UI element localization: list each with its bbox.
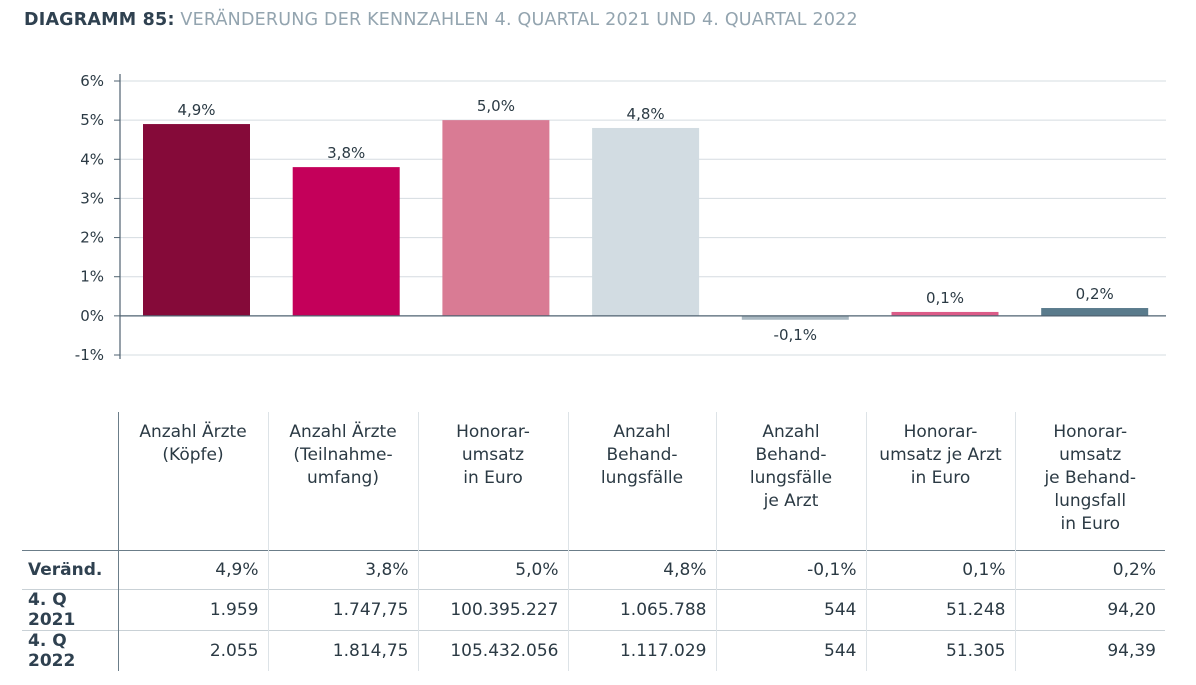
chart-title: DIAGRAMM 85: VERÄNDERUNG DER KENNZAHLEN … <box>24 10 858 30</box>
diagram-label: DIAGRAMM 85: <box>24 10 175 30</box>
column-header: Anzahl Ärzte (Teilnahme-umfang) <box>267 412 418 550</box>
column-header-line: in Euro <box>463 468 523 488</box>
y-tick-label: 2% <box>80 229 104 247</box>
table-corner-cell <box>22 412 118 550</box>
table-cell: 105.432.056 <box>417 629 568 671</box>
bar <box>1041 308 1149 316</box>
column-header: Honorar-umsatz in Euro <box>417 412 568 550</box>
column-header-line: Honorar- <box>1053 422 1128 442</box>
column-header-line: lungsfälle <box>600 468 684 488</box>
row-label: Veränd. <box>22 549 118 589</box>
y-tick-label: 5% <box>80 111 104 129</box>
column-header-line: je Behand- <box>1044 468 1137 488</box>
table-header-row: Anzahl Ärzte (Köpfe) Anzahl Ärzte (Teilnahm… <box>22 412 1165 550</box>
column-header-line: Anzahl <box>762 422 820 442</box>
table-cell: 0,1% <box>865 549 1015 589</box>
table-cell: 100.395.227 <box>417 588 568 630</box>
table-cell: 94,39 <box>1014 629 1165 671</box>
column-header-line: (Teilnahme- <box>293 445 393 465</box>
table-cell: 3,8% <box>267 549 418 589</box>
bar-value-label: 5,0% <box>477 97 515 115</box>
table-cell: 1.814,75 <box>267 629 418 671</box>
table-cell: 51.248 <box>865 588 1015 630</box>
row-label: 4. Q 2022 <box>22 629 118 671</box>
table-cell: 94,20 <box>1014 588 1165 630</box>
column-header: Anzahl Ärzte (Köpfe) <box>117 412 268 550</box>
column-header-line: lungsfälle <box>749 468 833 488</box>
y-tick-label: 3% <box>80 189 104 207</box>
bar-value-label: 4,8% <box>627 105 665 123</box>
y-tick-label: 0% <box>80 307 104 325</box>
column-header: Anzahl Behand-lungsfälle je Arzt <box>715 412 866 550</box>
table-cell: 544 <box>715 588 866 630</box>
bar-value-label: 3,8% <box>327 144 365 162</box>
y-tick-label: 4% <box>80 150 104 168</box>
column-header-line: Anzahl Ärzte <box>139 422 247 442</box>
bar <box>442 120 550 316</box>
table-cell: 0,2% <box>1014 549 1165 589</box>
table-row: 4. Q 2021 1.959 1.747,75 100.395.227 1.065.7… <box>22 588 1165 630</box>
column-header-line: Anzahl Ärzte <box>289 422 397 442</box>
bar <box>292 167 400 316</box>
table-cell: 5,0% <box>417 549 568 589</box>
table-row: Veränd. 4,9% 3,8% 5,0% 4,8% -0,1% 0,1% 0,2% <box>22 549 1165 589</box>
column-header-line: umfang) <box>307 468 379 488</box>
bar-value-label: 4,9% <box>177 101 215 119</box>
column-header-line: Behand- <box>755 445 827 465</box>
bar <box>592 127 700 316</box>
bar <box>741 315 849 320</box>
column-header-line: lungsfall <box>1054 491 1127 511</box>
bar <box>143 124 250 316</box>
column-header-line: umsatz <box>461 445 525 465</box>
column-header: Honorar-umsatz je Behand-lungsfall in Euro <box>1014 412 1165 550</box>
y-tick-label: -1% <box>75 346 104 364</box>
table-row: 4. Q 2022 2.055 1.814,75 105.432.056 1.117.0… <box>22 629 1165 671</box>
column-header-line: umsatz <box>1059 445 1122 465</box>
column-header-line: in Euro <box>1060 514 1120 534</box>
table-cell: 4,9% <box>117 549 268 589</box>
column-header-line: umsatz je Arzt <box>879 445 1002 465</box>
table-cell: 4,8% <box>567 549 716 589</box>
row-label: 4. Q 2021 <box>22 588 118 630</box>
column-header-line: Honorar- <box>903 422 978 442</box>
column-header-line: in Euro <box>910 468 971 488</box>
table-cell: 2.055 <box>117 629 268 671</box>
table-cell: 544 <box>715 629 866 671</box>
table-cell: 51.305 <box>865 629 1015 671</box>
table-body: Veränd. 4,9% 3,8% 5,0% 4,8% -0,1% 0,1% 0,2% 4. Q… <box>22 549 1165 671</box>
bar-chart: 6% 5% 4% 3% 2% 1% 0% -1% 4,9% 3,8% 5,0% 4,8% -0,1% 0,… <box>75 72 1166 364</box>
diagram-subtitle: VERÄNDERUNG DER KENNZAHLEN 4. QUARTAL 20… <box>180 10 858 30</box>
bar-value-label: 0,1% <box>926 289 964 307</box>
bar-value-label: -0,1% <box>774 326 818 344</box>
column-header: Honorar-umsatz je Arzt in Euro <box>865 412 1015 550</box>
column-header-line: Honorar- <box>456 422 530 442</box>
bar-value-label: 0,2% <box>1076 285 1114 303</box>
table-cell: -0,1% <box>715 549 866 589</box>
column-header-line: Anzahl <box>613 422 671 442</box>
column-header: Anzahl Behand-lungsfälle <box>567 412 716 550</box>
y-tick-label: 1% <box>80 268 104 286</box>
table-cell: 1.065.788 <box>567 588 716 630</box>
table-cell: 1.117.029 <box>567 629 716 671</box>
data-table: Anzahl Ärzte (Köpfe) Anzahl Ärzte (Teilnahm… <box>22 412 1165 671</box>
table-cell: 1.747,75 <box>267 588 418 630</box>
bar <box>891 311 999 316</box>
table-cell: 1.959 <box>117 588 268 630</box>
column-header-line: (Köpfe) <box>162 445 224 465</box>
column-header-line: Behand- <box>606 445 678 465</box>
column-header-line: je Arzt <box>763 491 819 511</box>
y-tick-label: 6% <box>80 72 104 90</box>
